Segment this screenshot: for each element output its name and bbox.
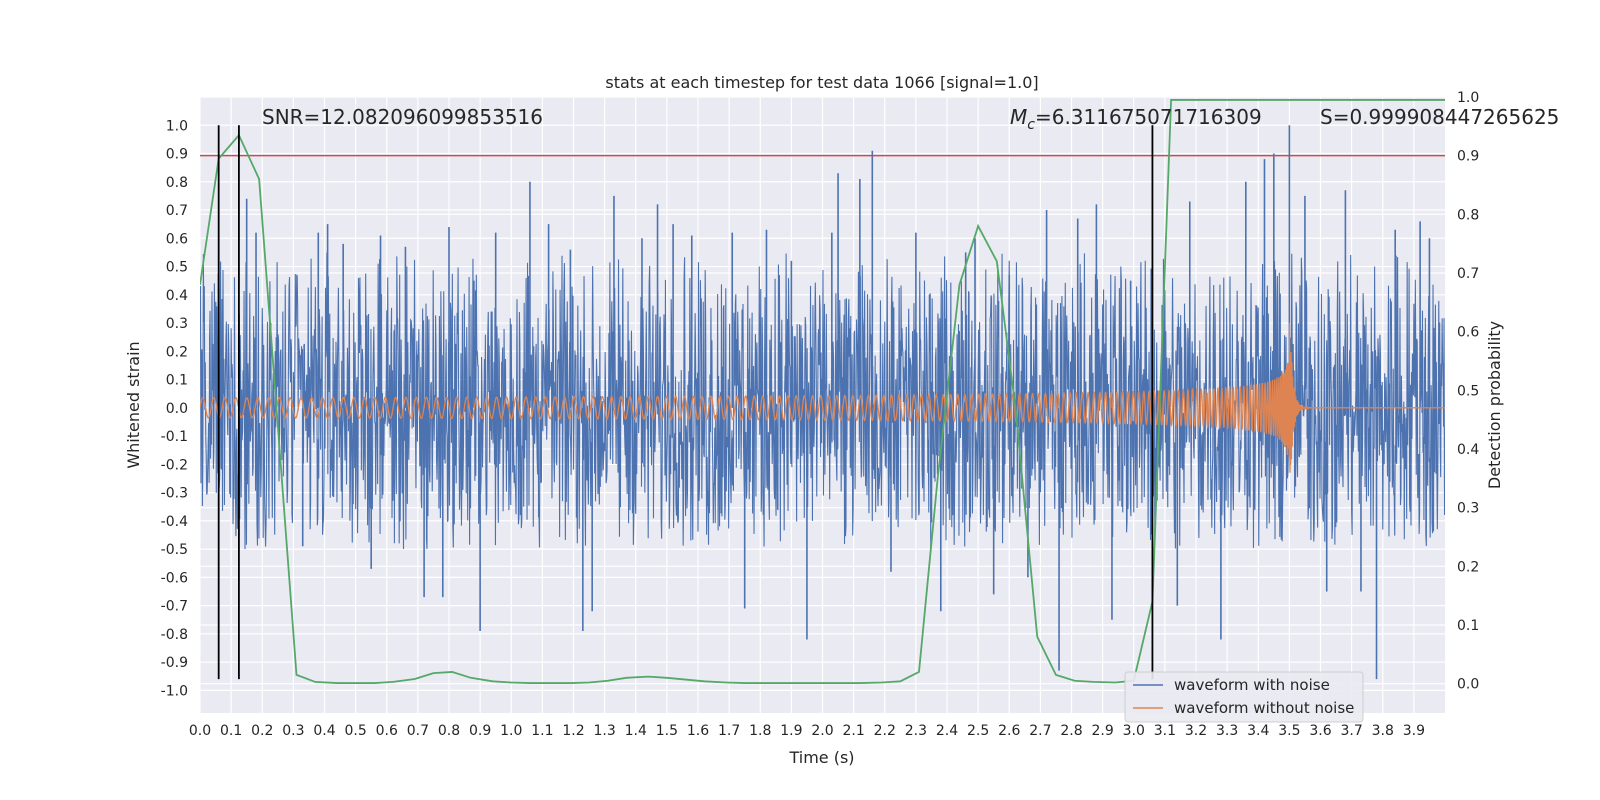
x-tick-label: 2.6 <box>998 723 1020 739</box>
y-tick-label: -0.2 <box>161 457 188 473</box>
y-tick-label: 0.8 <box>166 175 188 191</box>
x-tick-label: 0.8 <box>438 723 460 739</box>
x-axis-label: Time (s) <box>788 748 854 767</box>
x-tick-label: 1.8 <box>749 723 771 739</box>
y-right-tick-label: 0.8 <box>1457 207 1479 223</box>
x-tick-label: 1.0 <box>500 723 522 739</box>
y-tick-label: 0.1 <box>166 373 188 389</box>
y-tick-label: 0.4 <box>166 288 188 304</box>
y-right-tick-label: 0.6 <box>1457 325 1479 341</box>
chirp-mass-subscript: c <box>1027 117 1035 133</box>
snr-annotation: SNR=12.082096099853516 <box>262 105 543 129</box>
y-tick-label: 0.5 <box>166 260 188 276</box>
y-right-tick-label: 0.2 <box>1457 559 1479 575</box>
y-tick-label: -0.6 <box>161 570 188 586</box>
x-tick-label: 2.2 <box>874 723 896 739</box>
x-tick-label: 2.9 <box>1091 723 1113 739</box>
y-tick-label: -0.7 <box>161 599 188 615</box>
x-tick-label: 0.9 <box>469 723 491 739</box>
y-tick-label: 0.9 <box>166 147 188 163</box>
clean-waveform-line <box>200 322 1445 473</box>
x-tick-label: 3.7 <box>1340 723 1362 739</box>
x-tick-label: 0.5 <box>344 723 366 739</box>
y-tick-label: -0.9 <box>161 655 188 671</box>
x-tick-label: 0.1 <box>220 723 242 739</box>
y-right-tick-label: 0.4 <box>1457 442 1479 458</box>
y-tick-label: -0.5 <box>161 542 188 558</box>
chirp-mass-annotation: Mc=6.311675071716309 <box>1010 105 1262 133</box>
x-tick-label: 3.0 <box>1123 723 1145 739</box>
x-tick-label: 3.5 <box>1278 723 1300 739</box>
legend-label-noise: waveform with noise <box>1174 676 1330 694</box>
x-tick-label: 3.8 <box>1372 723 1394 739</box>
x-tick-label: 0.6 <box>376 723 398 739</box>
y-tick-label: 0.2 <box>166 344 188 360</box>
x-tick-label: 3.1 <box>1154 723 1176 739</box>
x-tick-label: 1.7 <box>718 723 740 739</box>
s-annotation: S=0.999908447265625 <box>1320 105 1559 129</box>
y-tick-label: 0.3 <box>166 316 188 332</box>
x-tick-label: 1.2 <box>562 723 584 739</box>
x-tick-label: 1.3 <box>593 723 615 739</box>
legend-label-clean: waveform without noise <box>1174 699 1354 717</box>
x-tick-label: 3.9 <box>1403 723 1425 739</box>
y-axis-label-right: Detection probability <box>1485 321 1504 489</box>
legend-box <box>1124 671 1364 723</box>
x-tick-label: 2.1 <box>842 723 864 739</box>
x-tick-label: 0.2 <box>251 723 273 739</box>
y-right-tick-label: 0.3 <box>1457 501 1479 517</box>
y-right-tick-label: 0.7 <box>1457 266 1479 282</box>
y-tick-label: -0.1 <box>161 429 188 445</box>
x-tick-label: 2.0 <box>811 723 833 739</box>
detection-probability-line <box>200 99 1445 684</box>
x-tick-label: 1.9 <box>780 723 802 739</box>
y-right-tick-label: 0.0 <box>1457 677 1479 693</box>
legend: waveform with noise waveform without noi… <box>1124 671 1364 723</box>
y-tick-label: 0.0 <box>166 401 188 417</box>
x-tick-label: 0.7 <box>407 723 429 739</box>
x-tick-label: 1.1 <box>531 723 553 739</box>
x-tick-label: 2.4 <box>936 723 958 739</box>
y-tick-label: -0.3 <box>161 486 188 502</box>
x-tick-label: 3.6 <box>1309 723 1331 739</box>
x-tick-label: 3.3 <box>1216 723 1238 739</box>
y-tick-label: 0.6 <box>166 231 188 247</box>
chirp-mass-value: =6.311675071716309 <box>1035 105 1262 129</box>
x-tick-label: 1.5 <box>656 723 678 739</box>
y-tick-label: 1.0 <box>166 118 188 134</box>
x-tick-label: 1.4 <box>625 723 647 739</box>
x-tick-label: 2.7 <box>1029 723 1051 739</box>
x-tick-label: 2.5 <box>967 723 989 739</box>
y-right-tick-label: 0.1 <box>1457 618 1479 634</box>
chart-title: stats at each timestep for test data 106… <box>605 73 1038 92</box>
y-tick-label: 0.7 <box>166 203 188 219</box>
x-tick-label: 3.4 <box>1247 723 1269 739</box>
x-tick-label: 1.6 <box>687 723 709 739</box>
y-tick-label: -0.4 <box>161 514 188 530</box>
x-tick-label: 0.4 <box>313 723 335 739</box>
x-tick-label: 3.2 <box>1185 723 1207 739</box>
x-tick-label: 2.3 <box>905 723 927 739</box>
chirp-mass-symbol: M <box>1010 105 1027 129</box>
y-right-tick-label: 1.0 <box>1457 90 1479 106</box>
y-right-tick-label: 0.5 <box>1457 383 1479 399</box>
y-right-tick-label: 0.9 <box>1457 149 1479 165</box>
x-tick-label: 2.8 <box>1060 723 1082 739</box>
y-axis-label: Whitened strain <box>124 341 143 468</box>
y-tick-label: -1.0 <box>161 683 188 699</box>
x-tick-label: 0.0 <box>189 723 211 739</box>
x-tick-label: 0.3 <box>282 723 304 739</box>
y-tick-label: -0.8 <box>161 627 188 643</box>
